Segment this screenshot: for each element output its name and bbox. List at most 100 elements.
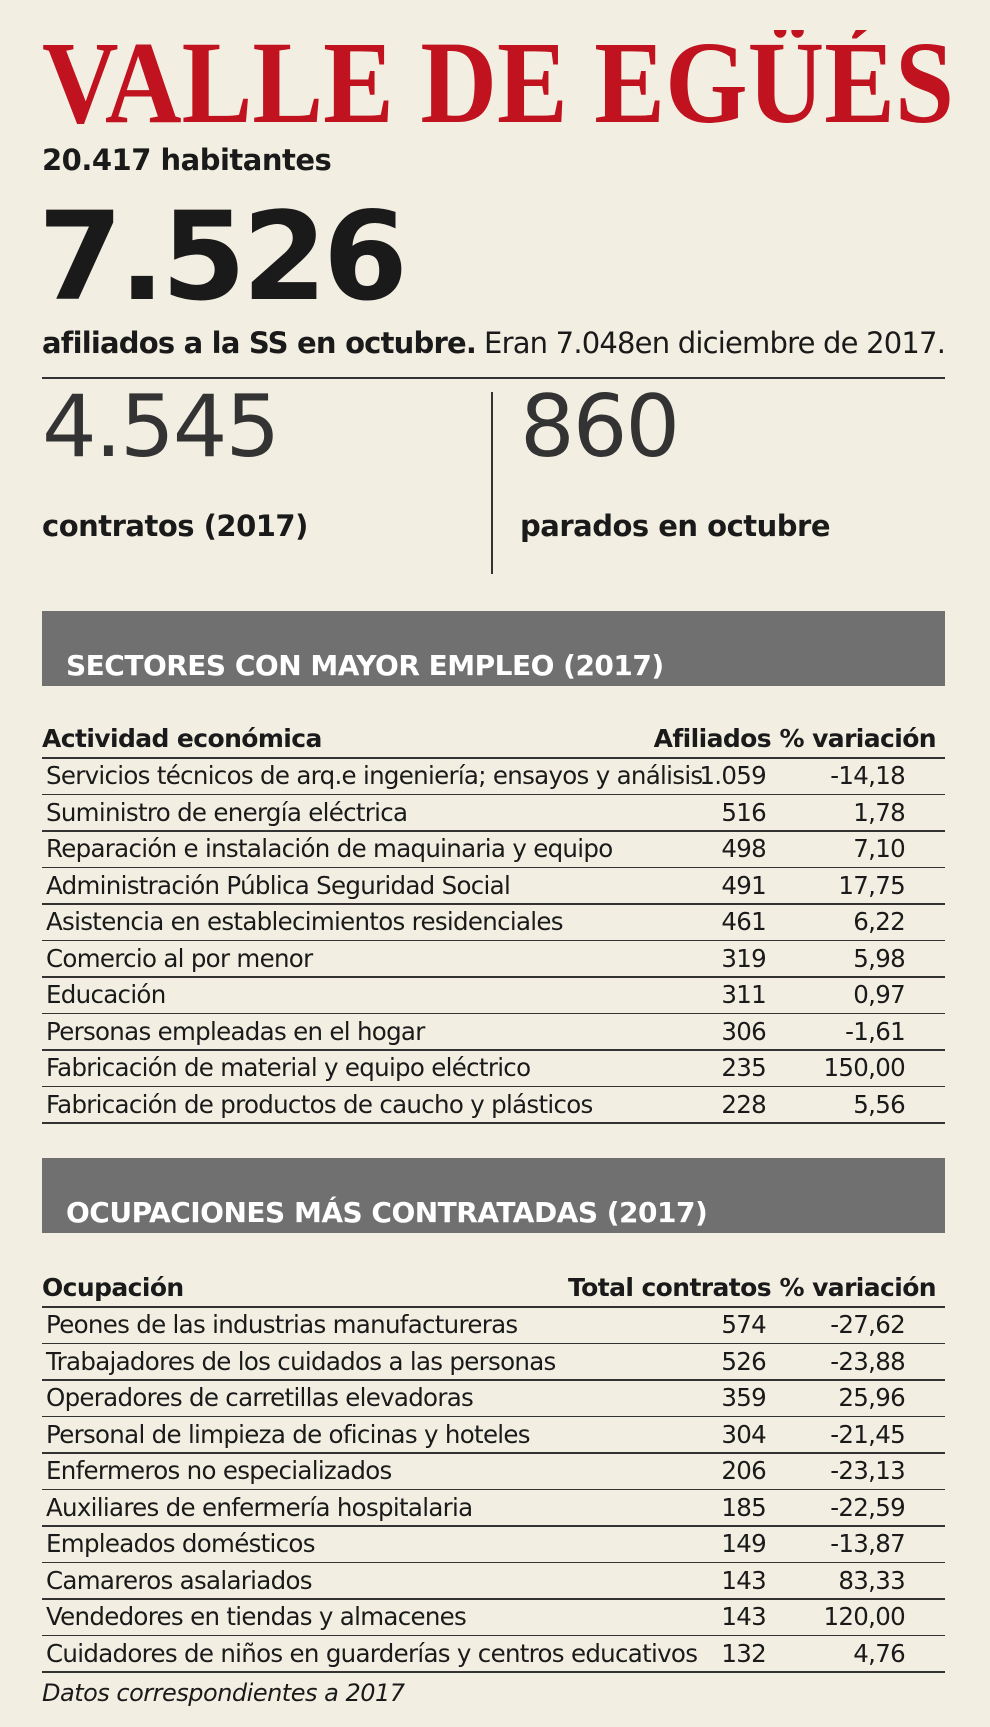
row-label: Vendedores en tiendas y almacenes xyxy=(46,1602,467,1631)
row-value: 143 xyxy=(721,1565,766,1595)
row-change: 5,98 xyxy=(853,943,905,973)
row-label: Peones de las industrias manufactureras xyxy=(46,1310,518,1339)
row-label: Fabricación de material y equipo eléctri… xyxy=(46,1053,531,1082)
row-line xyxy=(42,939,945,941)
row-label: Comercio al por menor xyxy=(46,943,313,973)
row-label: Asistencia en establecimientos residenci… xyxy=(46,907,564,936)
title-graphic: VALLE DE EGÜÉS xyxy=(42,30,954,130)
row-label: Fabricación de productos de caucho y plá… xyxy=(46,1089,593,1119)
row-value: 149 xyxy=(721,1529,766,1558)
row-label: Cuidadores de niños en guarderías y cent… xyxy=(46,1638,698,1668)
headline-number: 7.526 xyxy=(38,186,408,328)
row-value: 228 xyxy=(721,1089,766,1119)
row-value: 461 xyxy=(721,907,766,936)
row-change: -1,61 xyxy=(845,1016,906,1046)
row-value: 304 xyxy=(721,1419,766,1449)
row-value: 143 xyxy=(721,1602,766,1631)
row-line xyxy=(42,1415,945,1417)
headline-rest: Eran 7.048en diciembre de 2017. xyxy=(484,326,946,360)
row-label: Suministro de energía eléctrica xyxy=(46,797,408,827)
row-label: Reparación e instalación de maquinaria y… xyxy=(46,834,613,863)
row-line xyxy=(42,1452,945,1454)
title: VALLE DE EGÜÉS xyxy=(42,30,954,130)
row-change: 17,75 xyxy=(838,870,905,900)
row-line xyxy=(42,866,945,868)
row-line xyxy=(42,1525,945,1527)
row-value: 526 xyxy=(721,1346,766,1376)
divider xyxy=(491,392,493,574)
column-header: % variación xyxy=(779,724,937,753)
row-label: Personal de limpieza de oficinas y hotel… xyxy=(46,1419,531,1449)
column-header: Actividad económica xyxy=(42,724,322,753)
population: 20.417 habitantes xyxy=(42,143,332,177)
divider xyxy=(42,377,945,379)
row-change: 120,00 xyxy=(823,1602,905,1631)
row-line xyxy=(42,976,945,978)
row-line xyxy=(42,1049,945,1051)
stat-label: parados en octubre xyxy=(520,509,831,543)
row-line xyxy=(42,1379,945,1381)
row-value: 516 xyxy=(721,797,766,827)
row-change: 150,00 xyxy=(823,1053,905,1082)
row-change: 6,22 xyxy=(853,907,905,936)
row-change: 83,33 xyxy=(838,1565,905,1595)
row-label: Auxiliares de enfermería hospitalaria xyxy=(46,1492,473,1522)
row-line xyxy=(42,1085,945,1087)
row-value: 319 xyxy=(721,943,766,973)
footnote: Datos correspondientes a 2017 xyxy=(42,1679,405,1707)
row-change: -14,18 xyxy=(830,761,905,790)
row-line xyxy=(42,1122,945,1124)
row-line xyxy=(42,1561,945,1563)
section-bar: OCUPACIONES MÁS CONTRATADAS (2017) xyxy=(42,1158,945,1233)
row-label: Trabajadores de los cuidados a las perso… xyxy=(46,1346,556,1376)
row-value: 498 xyxy=(721,834,766,863)
row-line xyxy=(42,793,945,795)
row-change: 0,97 xyxy=(853,980,905,1009)
row-line xyxy=(42,1488,945,1490)
section-bar: SECTORES CON MAYOR EMPLEO (2017) xyxy=(42,611,945,686)
row-value: 306 xyxy=(721,1016,766,1046)
row-line xyxy=(42,1306,945,1308)
row-value: 491 xyxy=(721,870,766,900)
section-title: SECTORES CON MAYOR EMPLEO (2017) xyxy=(66,649,664,682)
row-change: -23,13 xyxy=(830,1456,905,1485)
row-value: 132 xyxy=(721,1638,766,1668)
row-line xyxy=(42,830,945,832)
row-value: 1.059 xyxy=(699,761,766,790)
column-header: Ocupación xyxy=(42,1273,184,1302)
row-change: -22,59 xyxy=(830,1492,905,1522)
column-header: % variación xyxy=(779,1273,937,1302)
row-label: Enfermeros no especializados xyxy=(46,1456,392,1485)
headline-text: afiliados a la SS en octubre. Eran 7.048e… xyxy=(42,326,946,360)
row-line xyxy=(42,757,945,759)
row-label: Camareros asalariados xyxy=(46,1565,312,1595)
stat-value: 860 xyxy=(520,377,680,477)
row-label: Personas empleadas en el hogar xyxy=(46,1016,425,1046)
row-label: Administración Pública Seguridad Social xyxy=(46,870,511,900)
row-label: Empleados domésticos xyxy=(46,1529,315,1558)
column-header: Afiliados xyxy=(653,724,772,753)
row-label: Educación xyxy=(46,980,166,1009)
column-header: Total contratos xyxy=(568,1273,772,1302)
row-line xyxy=(42,1342,945,1344)
row-line xyxy=(42,1012,945,1014)
row-change: 25,96 xyxy=(838,1383,905,1412)
stat-value: 4.545 xyxy=(42,377,280,477)
stat-label: contratos (2017) xyxy=(42,509,308,543)
row-change: 5,56 xyxy=(853,1089,905,1119)
row-label: Operadores de carretillas elevadoras xyxy=(46,1383,474,1412)
headline-bold: afiliados a la SS en octubre. xyxy=(42,326,477,360)
row-line xyxy=(42,1634,945,1636)
row-line xyxy=(42,1598,945,1600)
row-value: 185 xyxy=(721,1492,766,1522)
row-line xyxy=(42,1671,945,1673)
row-change: 4,76 xyxy=(853,1638,905,1668)
row-value: 311 xyxy=(721,980,766,1009)
row-value: 235 xyxy=(721,1053,766,1082)
row-change: -27,62 xyxy=(830,1310,905,1339)
row-value: 359 xyxy=(721,1383,766,1412)
row-value: 574 xyxy=(721,1310,766,1339)
row-change: -21,45 xyxy=(830,1419,905,1449)
row-change: -13,87 xyxy=(830,1529,905,1558)
